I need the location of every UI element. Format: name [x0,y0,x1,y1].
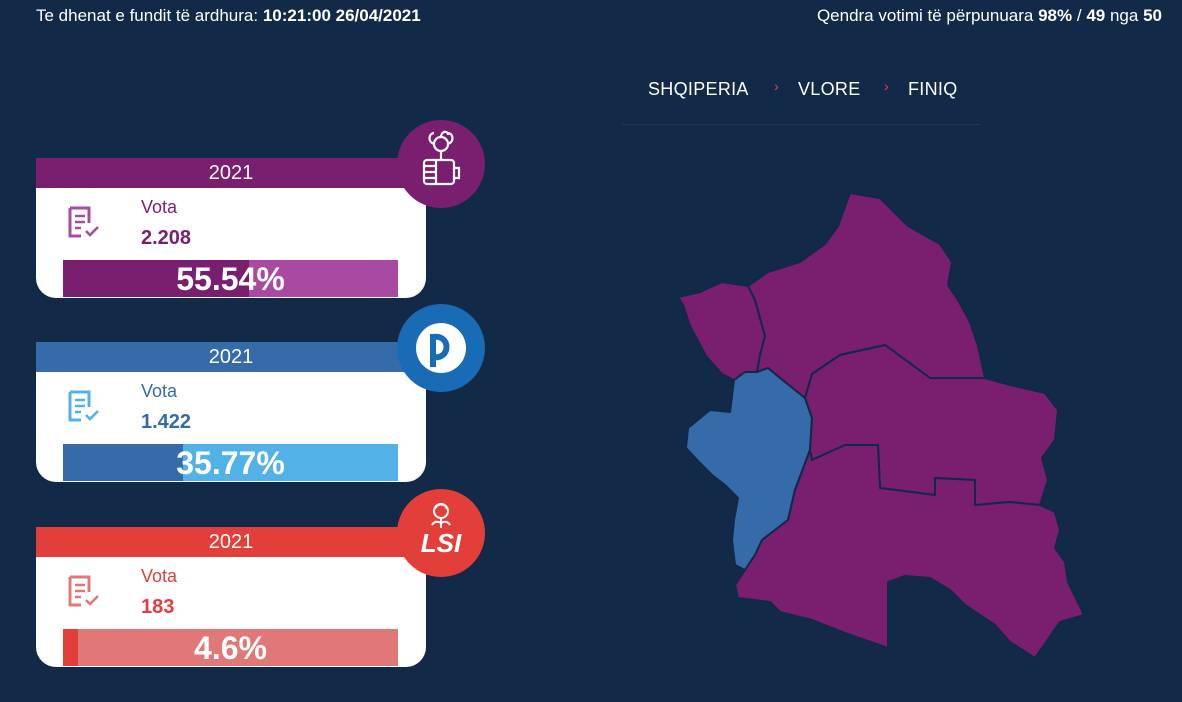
card-header-band [36,527,426,557]
percent-bar: 55.54% [63,260,398,297]
breadcrumb-separator: › [774,78,779,94]
processed-centers-percent: 98% [1038,6,1073,25]
processed-centers-label: Qendra votimi të përpunuara [816,6,1034,25]
status-bar: Te dhenat e fundit të ardhura: 10:21:00 … [0,6,1182,28]
processed-centers-of: nga [1109,6,1139,25]
breadcrumb: SHQIPERIA › VLORE › FINIQ [622,78,980,125]
last-update-value: 10:21:00 26/04/2021 [262,6,421,25]
votes-label: Vota [141,381,178,401]
percent-label: 4.6% [194,630,267,666]
breadcrumb-item-vlore[interactable]: VLORE [798,79,861,99]
rose-fist-icon [422,130,461,186]
ballot-document-icon [68,206,99,238]
percent-bar: 35.77% [63,444,398,481]
map-region-north[interactable] [747,192,986,399]
votes-count: 2.208 [141,227,192,249]
pd-icon [416,323,466,373]
card-year: 2021 [208,162,254,184]
lsi-rose-icon: LSI [421,503,462,558]
last-update: Te dhenat e fundit të ardhura: 10:21:00 … [36,6,421,26]
card-body: Vota 1.422 35.77% [36,372,426,482]
lsi-logo: LSI [397,489,485,577]
percent-bar-fill [63,260,250,297]
percent-bar-fill [63,444,183,481]
card-year: 2021 [208,346,254,368]
votes-label: Vota [141,566,178,586]
card-year: 2021 [208,531,254,553]
pd-logo [397,304,485,392]
breadcrumb-item-finiq[interactable]: FINIQ [908,79,958,99]
party-card-ps[interactable]: 2021 Vota 2.208 55.54% [36,120,485,298]
party-card-lsi[interactable]: 2021 Vota 183 4.6% LSI [36,489,485,667]
ps-logo [397,120,485,208]
votes-count: 183 [141,596,175,618]
percent-bar-fill [63,629,79,666]
processed-centers-total: 50 [1143,6,1162,25]
breadcrumb-separator: › [884,78,889,94]
percent-bar: 4.6% [63,629,398,666]
votes-label: Vota [141,197,178,217]
card-header-band [36,342,426,372]
map-region-south[interactable] [734,444,1085,659]
percent-label: 35.77% [176,445,285,481]
card-body: Vota 183 4.6% [36,557,426,667]
card-header-band [36,158,426,188]
map-region-north-west[interactable] [677,281,766,381]
finiq-map [677,192,1085,659]
party-card-pd[interactable]: 2021 Vota 1.422 35.77% [36,304,485,482]
last-update-label: Te dhenat e fundit të ardhura: [36,6,259,25]
ballot-document-icon [68,575,99,607]
card-body: Vota 2.208 55.54% [36,188,426,298]
percent-label: 55.54% [176,261,285,297]
breadcrumb-item-shqiperia[interactable]: SHQIPERIA [648,79,749,99]
ballot-document-icon [68,390,99,422]
processed-centers: Qendra votimi të përpunuara 98% / 49 nga… [817,6,1162,26]
processed-centers-count: 49 [1086,6,1106,25]
votes-count: 1.422 [141,411,192,433]
processed-centers-sep: / [1076,6,1082,25]
lsi-logo-text: LSI [421,528,462,558]
